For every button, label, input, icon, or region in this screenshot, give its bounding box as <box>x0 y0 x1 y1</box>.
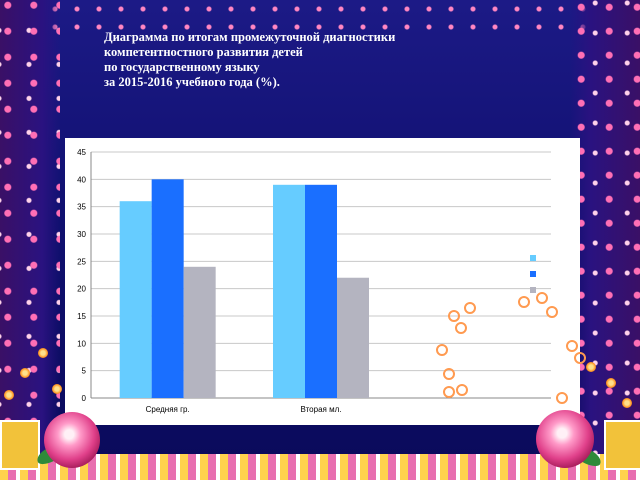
title-line: компетентностного развития детей <box>104 45 303 59</box>
left-heart-border <box>0 0 60 480</box>
y-tick-label: 35 <box>77 203 86 212</box>
y-tick-label: 0 <box>82 394 87 403</box>
bar <box>305 184 337 398</box>
flower-icon <box>20 368 30 378</box>
right-heart-border <box>570 0 640 480</box>
gift-box-icon <box>0 420 40 470</box>
ring-icon <box>536 292 548 304</box>
title-line: за 2015-2016 учебного года (%). <box>104 75 280 89</box>
y-tick-label: 45 <box>77 148 86 157</box>
ring-icon <box>443 386 455 398</box>
ring-icon <box>566 340 578 352</box>
ring-icon <box>546 306 558 318</box>
title-line: по государственному языку <box>104 60 260 74</box>
title-line: Диаграмма по итогам промежуточной диагно… <box>104 30 396 44</box>
ring-icon <box>436 344 448 356</box>
flower-icon <box>606 378 616 388</box>
rose-icon <box>536 410 594 468</box>
y-tick-label: 5 <box>82 367 87 376</box>
y-tick-label: 25 <box>77 257 86 266</box>
ring-icon <box>556 392 568 404</box>
legend-label: П <box>572 284 579 294</box>
bar <box>119 201 152 398</box>
gift-box-icon <box>604 420 640 470</box>
ring-icon <box>464 302 476 314</box>
bar <box>273 184 305 398</box>
bottom-gift-strip <box>0 454 640 480</box>
legend-swatch <box>530 270 536 277</box>
ring-icon <box>456 384 468 396</box>
flower-icon <box>52 384 62 394</box>
y-tick-label: 15 <box>77 312 86 321</box>
legend-entry <box>530 252 572 262</box>
rose-icon <box>44 412 100 468</box>
ring-icon <box>518 296 530 308</box>
ring-icon <box>448 310 460 322</box>
legend-label: П <box>572 268 579 278</box>
bar <box>151 179 184 398</box>
y-tick-label: 10 <box>77 339 86 348</box>
x-tick-label: Вторая мл. <box>301 405 342 414</box>
legend-swatch <box>530 254 536 261</box>
y-tick-label: 20 <box>77 285 86 294</box>
ring-icon <box>443 368 455 380</box>
flower-icon <box>586 362 596 372</box>
bar-chart: 0 5 10 15 20 25 30 35 40 45 Средняя гр. Вторая мл. <box>77 148 551 414</box>
legend-entry: П <box>530 268 578 278</box>
ring-icon <box>574 352 586 364</box>
ring-icon <box>455 322 467 334</box>
legend-swatch <box>530 286 536 293</box>
legend-entry: П <box>530 284 578 294</box>
slide-title: Диаграмма по итогам промежуточной диагно… <box>104 30 504 90</box>
y-tick-label: 40 <box>77 175 86 184</box>
y-tick-label: 30 <box>77 230 86 239</box>
chart-area: 0 5 10 15 20 25 30 35 40 45 Средняя гр. Вторая мл. <box>65 138 580 425</box>
bar <box>337 277 369 398</box>
x-tick-label: Средняя гр. <box>146 405 190 414</box>
flower-icon <box>4 390 14 400</box>
flower-icon <box>38 348 48 358</box>
bar <box>183 266 216 398</box>
flower-icon <box>622 398 632 408</box>
